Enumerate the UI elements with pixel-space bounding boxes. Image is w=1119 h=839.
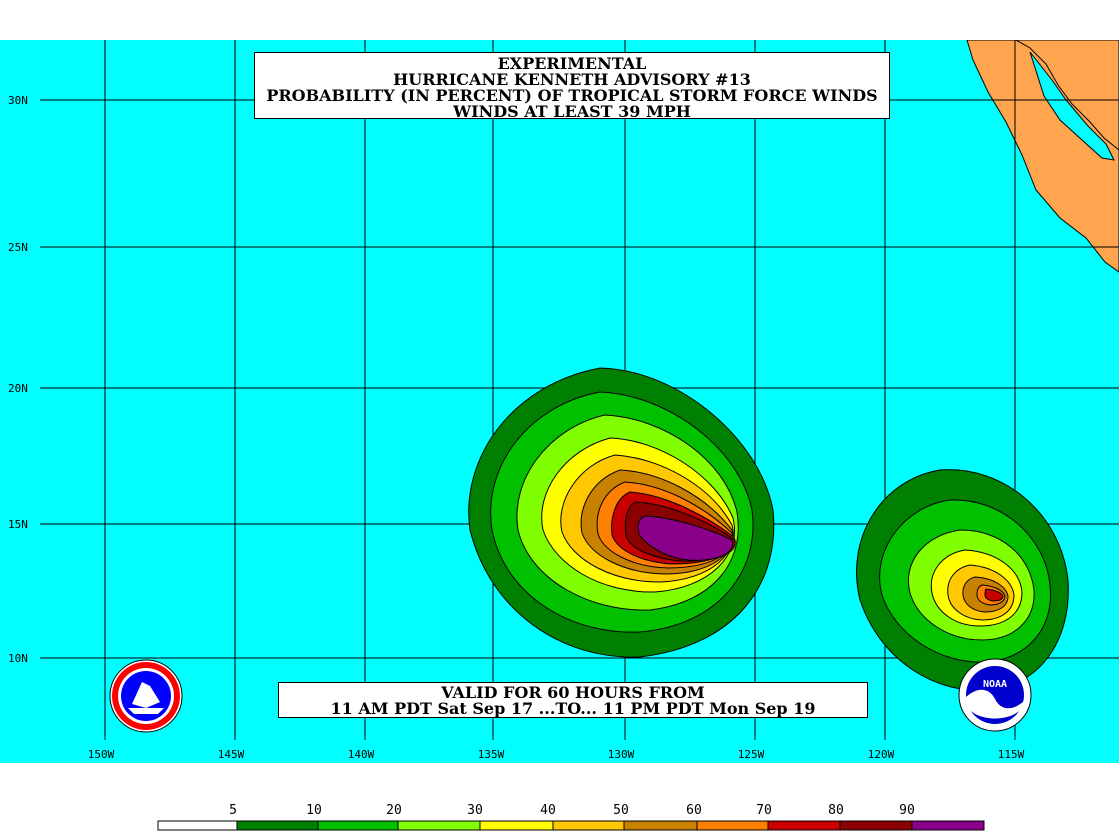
title-line-2: HURRICANE KENNETH ADVISORY #13 <box>393 70 751 89</box>
legend-swatch <box>623 820 698 831</box>
valid-period-box: VALID FOR 60 HOURS FROM 11 AM PDT Sat Se… <box>278 682 868 718</box>
legend-swatch <box>236 820 319 831</box>
lat-labels: 30N 25N 20N 15N 10N <box>8 94 28 665</box>
lat-label-15n: 15N <box>8 518 28 531</box>
contour-90-plus <box>637 515 733 561</box>
legend-label-20: 20 <box>386 803 402 818</box>
lon-label-130w: 130W <box>608 748 635 761</box>
title-line-4: WINDS AT LEAST 39 MPH <box>453 102 691 121</box>
noaa-logo: NOAA <box>958 658 1032 732</box>
legend-swatch <box>839 820 913 831</box>
map-area: 30N 25N 20N 15N 10N 150W 145W 140W 135W … <box>0 39 1119 763</box>
legend-labels: 5 10 20 30 40 50 60 70 80 90 <box>229 803 915 818</box>
lon-labels: 150W 145W 140W 135W 130W 125W 120W 115W <box>88 748 1025 761</box>
gulf-of-california <box>1029 51 1115 161</box>
lat-label-30n: 30N <box>8 94 28 107</box>
title-line-1: EXPERIMENTAL <box>497 54 647 73</box>
title-line-3: PROBABILITY (IN PERCENT) OF TROPICAL STO… <box>266 86 878 105</box>
storm-east-probability <box>856 469 1069 691</box>
legend-label-90: 90 <box>899 803 915 818</box>
valid-line-2: 11 AM PDT Sat Sep 17 ...TO... 11 PM PDT … <box>330 699 816 718</box>
legend-swatches <box>157 820 985 831</box>
land-mainland-mexico <box>1014 39 1119 151</box>
lat-label-20n: 20N <box>8 382 28 395</box>
legend-label-50: 50 <box>613 803 629 818</box>
valid-line-1: VALID FOR 60 HOURS FROM <box>441 683 705 702</box>
legend-label-60: 60 <box>686 803 702 818</box>
legend-swatch <box>696 820 769 831</box>
legend-swatch <box>157 820 238 831</box>
legend-label-70: 70 <box>756 803 772 818</box>
legend-label-10: 10 <box>306 803 322 818</box>
legend-swatch <box>479 820 554 831</box>
legend-swatch <box>767 820 841 831</box>
legend-label-30: 30 <box>467 803 483 818</box>
legend-swatch <box>317 820 399 831</box>
lon-label-140w: 140W <box>348 748 375 761</box>
map-title-box: EXPERIMENTAL HURRICANE KENNETH ADVISORY … <box>254 52 890 121</box>
lon-label-120w: 120W <box>868 748 895 761</box>
legend-swatch <box>397 820 481 831</box>
lon-label-135w: 135W <box>478 748 505 761</box>
legend-swatch <box>911 820 985 831</box>
map-svg: 30N 25N 20N 15N 10N 150W 145W 140W 135W … <box>8 39 1119 761</box>
legend-swatch <box>552 820 625 831</box>
legend-label-80: 80 <box>828 803 844 818</box>
nws-logo <box>109 659 183 733</box>
lat-label-10n: 10N <box>8 652 28 665</box>
legend-label-5: 5 <box>229 803 237 818</box>
contour-70-80 <box>984 588 1004 602</box>
legend-label-40: 40 <box>540 803 556 818</box>
lon-label-115w: 115W <box>998 748 1025 761</box>
lon-label-145w: 145W <box>218 748 245 761</box>
svg-text:NOAA: NOAA <box>983 679 1007 690</box>
lat-label-25n: 25N <box>8 241 28 254</box>
lon-label-150w: 150W <box>88 748 115 761</box>
storm-kenneth-probability <box>468 367 775 658</box>
color-legend: 5 10 20 30 40 50 60 70 80 90 <box>157 803 985 831</box>
lon-label-125w: 125W <box>738 748 765 761</box>
